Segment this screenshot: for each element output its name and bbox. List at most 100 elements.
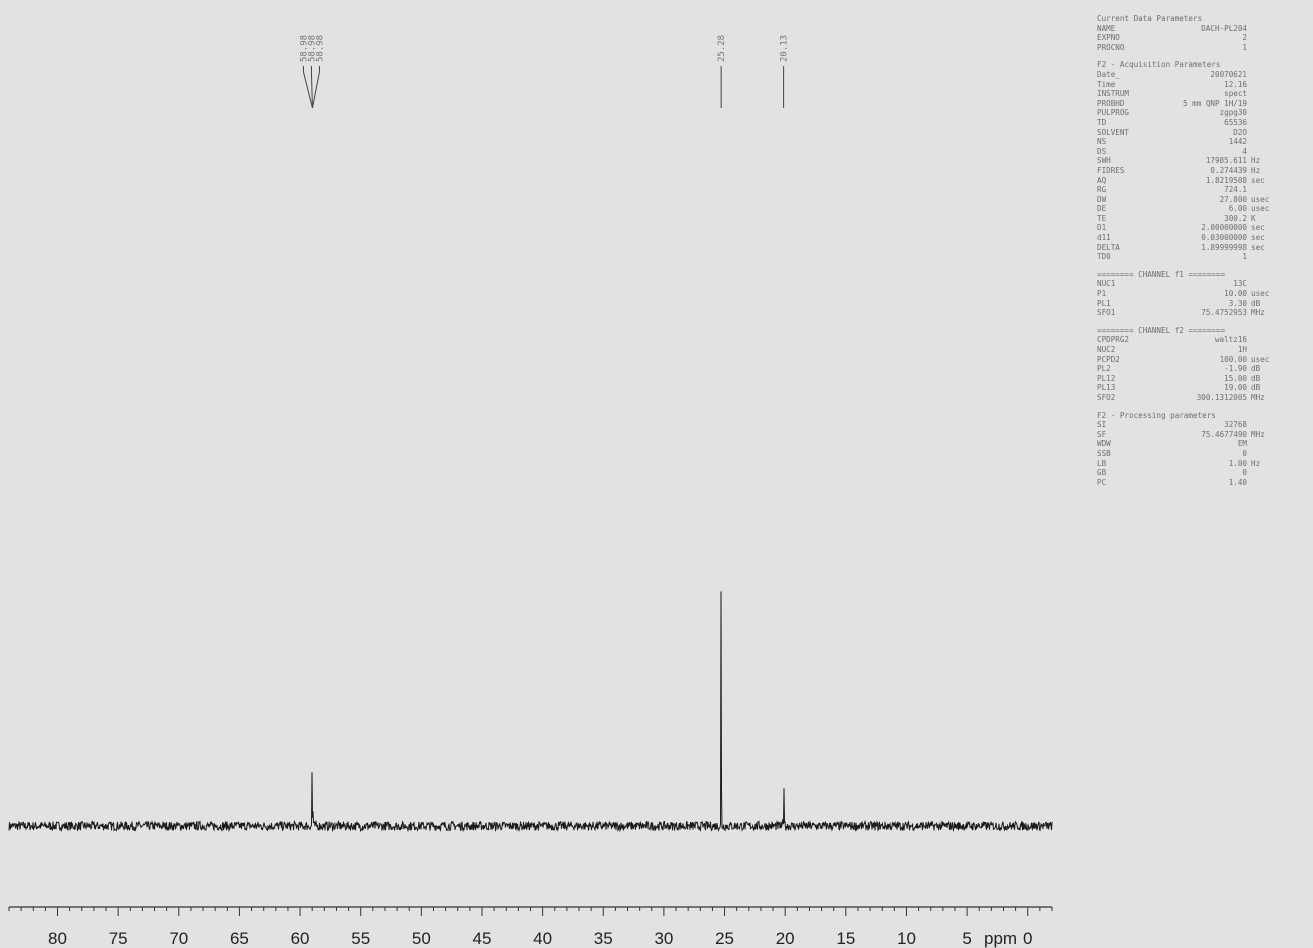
parameter-row: AQ 1.8219508 sec <box>1097 176 1311 186</box>
parameter-group-header: ======== CHANNEL f2 ======== <box>1097 325 1226 335</box>
x-tick-label: 10 <box>897 929 916 948</box>
x-tick-label: 75 <box>109 929 128 948</box>
parameter-row: GB 0 <box>1097 468 1311 478</box>
parameter-row: PROBHD 5 mm QNP 1H/19 <box>1097 99 1311 109</box>
parameter-row: PCPD2 100.00 usec <box>1097 355 1311 365</box>
parameter-value: 1H <box>1237 345 1247 354</box>
peak-marker-line <box>311 71 320 109</box>
x-axis-ticks <box>8 907 1053 916</box>
parameter-value: EM <box>1237 439 1247 449</box>
x-tick-label: 65 <box>230 929 249 948</box>
parameter-unit: usec <box>1251 289 1270 299</box>
parameter-name: FIDRES <box>1097 165 1125 175</box>
x-tick-label: 40 <box>533 929 552 948</box>
parameter-name: PL13 <box>1097 383 1116 393</box>
x-tick-label: 20 <box>776 929 795 948</box>
parameter-unit: dB <box>1251 383 1261 393</box>
parameter-value: 0 <box>1242 448 1247 458</box>
x-tick-label: 5 <box>962 929 971 948</box>
parameter-unit: MHz <box>1251 429 1265 439</box>
parameter-value: 13C <box>1233 279 1247 289</box>
parameter-row: NS 1442 <box>1097 137 1311 147</box>
parameter-value: 1.8219508 <box>1205 175 1247 185</box>
x-tick-label: 30 <box>654 929 673 948</box>
parameter-value: 300.2 <box>1224 213 1247 223</box>
parameter-name: DS <box>1097 146 1107 156</box>
parameter-value: 5 mm QNP 1H/19 <box>1182 98 1247 108</box>
parameter-unit: Hz <box>1251 165 1261 175</box>
parameter-row: D1 2.00000000 sec <box>1097 223 1311 233</box>
parameter-row: PL13 19.00 dB <box>1097 383 1311 393</box>
parameter-name: RG <box>1097 185 1107 195</box>
parameter-name: INSTRUM <box>1097 89 1130 99</box>
peak-label: 58.98 <box>307 35 317 62</box>
parameter-group-header: Current Data Parameters <box>1097 14 1203 23</box>
parameter-unit: Hz <box>1251 458 1261 468</box>
parameter-value: 75.4677490 <box>1201 429 1247 439</box>
parameter-value: 0.03000000 <box>1201 233 1247 243</box>
parameter-value: 32768 <box>1224 420 1247 430</box>
parameter-group: ======== CHANNEL f2 ======== CPDPRG2 waltz… <box>1097 326 1311 403</box>
parameter-group-header: ======== CHANNEL f1 ======== <box>1097 269 1226 279</box>
x-tick-label: 70 <box>169 929 188 948</box>
x-tick-label: 55 <box>351 929 370 948</box>
parameter-row: TE 300.2 K <box>1097 214 1311 224</box>
x-tick-label: 60 <box>291 929 310 948</box>
parameter-unit: usec <box>1251 194 1270 204</box>
parameter-row: Time 12.16 <box>1097 80 1311 90</box>
parameter-name: SFO1 <box>1097 308 1116 318</box>
parameter-row: DE 6.00 usec <box>1097 204 1311 214</box>
parameter-name: TE <box>1097 213 1107 223</box>
parameter-row: SOLVENT D2O <box>1097 128 1311 138</box>
acquisition-parameters-panel: Current Data Parameters NAME DACH-PL204 EXP… <box>1097 14 1311 495</box>
parameter-row: P1 10.00 usec <box>1097 289 1311 299</box>
parameter-group: ======== CHANNEL f1 ======== NUC1 13C P1 10.… <box>1097 270 1311 318</box>
parameter-name: DE <box>1097 204 1107 214</box>
parameter-name: PC <box>1097 477 1107 487</box>
parameter-row: DELTA 1.89999998 sec <box>1097 243 1311 253</box>
parameter-row: EXPNO 2 <box>1097 33 1311 43</box>
parameter-name: CPDPRG2 <box>1097 335 1130 345</box>
parameter-row: SFO2 300.1312005 MHz <box>1097 393 1311 403</box>
parameter-unit: sec <box>1251 175 1265 185</box>
parameter-value: 1442 <box>1228 137 1247 147</box>
parameter-name: TD0 <box>1097 252 1111 262</box>
parameter-name: d11 <box>1097 233 1111 243</box>
parameter-name: NUC1 <box>1097 279 1116 289</box>
parameter-value: 15.00 <box>1224 373 1247 383</box>
parameter-row: DS 4 <box>1097 147 1311 157</box>
parameter-name: Time <box>1097 79 1116 89</box>
parameter-value: 1 <box>1242 252 1247 262</box>
x-tick-label: 25 <box>715 929 734 948</box>
parameter-name: PL1 <box>1097 298 1111 308</box>
parameter-row: NUC1 13C <box>1097 279 1311 289</box>
parameter-name: P1 <box>1097 289 1107 299</box>
parameter-row: SWH 17985.611 Hz <box>1097 156 1311 166</box>
parameter-row: PULPROG zgpg30 <box>1097 108 1311 118</box>
parameter-name: DW <box>1097 194 1107 204</box>
parameter-name: SOLVENT <box>1097 127 1130 137</box>
peak-marker-line <box>310 71 313 109</box>
parameter-unit: sec <box>1251 233 1265 243</box>
parameter-row: d11 0.03000000 sec <box>1097 233 1311 243</box>
peak-label: 58.98 <box>315 35 325 62</box>
parameter-name: GB <box>1097 468 1107 478</box>
parameter-value: 2 <box>1242 33 1247 43</box>
parameter-value: 75.4752953 <box>1201 308 1247 318</box>
spectrum-trace <box>8 591 1053 833</box>
peak-marker-line <box>302 71 313 109</box>
parameter-unit: usec <box>1251 204 1270 214</box>
parameter-name: EXPNO <box>1097 33 1120 43</box>
parameter-value: 1.40 <box>1228 477 1247 487</box>
parameter-value: 12.16 <box>1224 79 1247 89</box>
x-tick-label: 15 <box>836 929 855 948</box>
parameter-value: 4 <box>1242 146 1247 156</box>
parameter-value: 65536 <box>1224 117 1247 127</box>
parameter-row: DW 27.800 usec <box>1097 195 1311 205</box>
parameter-name: SSB <box>1097 448 1111 458</box>
x-tick-label: 35 <box>594 929 613 948</box>
x-axis-tick-labels: 80 75 70 65 60 55 50 45 40 35 30 25 20 15 10 5 0 <box>48 929 1032 948</box>
parameter-name: SI <box>1097 420 1107 430</box>
parameter-value: 300.1312005 <box>1196 392 1247 402</box>
parameter-value: 0.274439 <box>1210 165 1247 175</box>
